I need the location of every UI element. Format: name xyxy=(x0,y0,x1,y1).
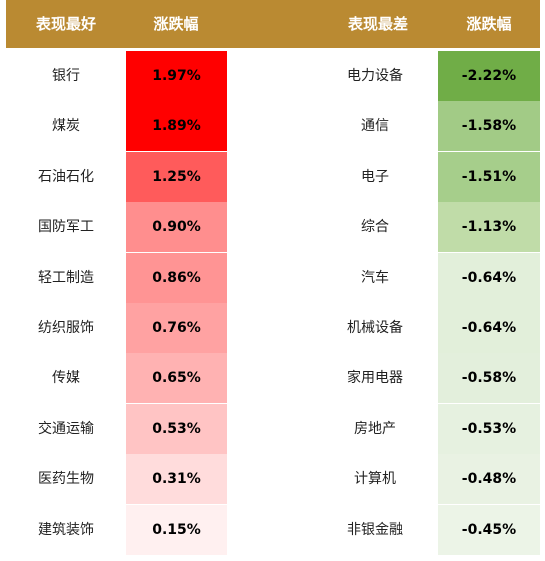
best-industry-name: 传媒 xyxy=(52,370,80,387)
best-name-header: 表现最好 xyxy=(35,15,96,33)
worst-industry-name: 计算机 xyxy=(354,471,396,488)
best-industry-name: 国防军工 xyxy=(38,219,94,236)
table-row: 纺织服饰 0.76% 机械设备 -0.64% xyxy=(0,303,545,353)
worst-name-header: 表现最差 xyxy=(347,15,408,33)
worst-industry-name: 通信 xyxy=(361,118,389,135)
best-change-header: 涨跌幅 xyxy=(153,15,199,33)
best-change-cell: 0.15% xyxy=(126,504,227,555)
table-header: 表现最好 涨跌幅 表现最差 涨跌幅 xyxy=(6,0,540,48)
worst-industry-name: 电力设备 xyxy=(347,68,403,84)
best-change-cell: 0.86% xyxy=(126,252,227,303)
worst-change-cell: -0.64% xyxy=(438,252,540,303)
worst-industry-name: 汽车 xyxy=(361,269,389,286)
best-industry-name: 交通运输 xyxy=(38,420,94,437)
best-industry-name: 银行 xyxy=(52,68,80,84)
table-row: 建筑装饰 0.15% 非银金融 -0.45% xyxy=(0,504,545,555)
table-row: 交通运输 0.53% 房地产 -0.53% xyxy=(0,403,545,454)
worst-change-cell: -1.58% xyxy=(438,101,540,152)
best-industry-name: 煤炭 xyxy=(52,118,80,135)
worst-industry-name: 机械设备 xyxy=(347,320,403,336)
best-change-cell: 1.25% xyxy=(126,151,227,202)
worst-change-cell: -1.51% xyxy=(438,151,540,202)
worst-industry-name: 非银金融 xyxy=(347,521,403,538)
worst-change-cell: -0.53% xyxy=(438,403,540,454)
worst-change-cell: -2.22% xyxy=(438,51,540,101)
best-change-cell: 0.31% xyxy=(126,454,227,505)
worst-change-header: 涨跌幅 xyxy=(466,15,512,33)
worst-change-cell: -0.45% xyxy=(438,504,540,555)
worst-change-cell: -1.13% xyxy=(438,202,540,253)
worst-change-cell: -0.48% xyxy=(438,454,540,505)
table-row: 银行 1.97% 电力设备 -2.22% xyxy=(0,51,545,101)
best-industry-name: 石油石化 xyxy=(38,168,94,185)
worst-change-cell: -0.58% xyxy=(438,353,540,404)
best-change-cell: 0.90% xyxy=(126,202,227,253)
table-row: 煤炭 1.89% 通信 -1.58% xyxy=(0,101,545,152)
best-industry-name: 轻工制造 xyxy=(38,269,94,286)
table-row: 医药生物 0.31% 计算机 -0.48% xyxy=(0,454,545,505)
worst-change-cell: -0.64% xyxy=(438,303,540,353)
best-change-cell: 1.89% xyxy=(126,101,227,152)
table-row: 传媒 0.65% 家用电器 -0.58% xyxy=(0,353,545,404)
table-row: 轻工制造 0.86% 汽车 -0.64% xyxy=(0,252,545,303)
best-industry-name: 医药生物 xyxy=(38,471,94,488)
best-change-cell: 0.65% xyxy=(126,353,227,404)
table-row: 国防军工 0.90% 综合 -1.13% xyxy=(0,202,545,253)
best-industry-name: 纺织服饰 xyxy=(38,320,94,336)
best-change-cell: 0.76% xyxy=(126,303,227,353)
best-change-cell: 1.97% xyxy=(126,51,227,101)
worst-industry-name: 电子 xyxy=(361,168,389,185)
worst-industry-name: 家用电器 xyxy=(347,370,403,387)
best-change-cell: 0.53% xyxy=(126,403,227,454)
table-row: 石油石化 1.25% 电子 -1.51% xyxy=(0,151,545,202)
worst-industry-name: 综合 xyxy=(361,219,389,236)
worst-industry-name: 房地产 xyxy=(354,420,396,437)
best-industry-name: 建筑装饰 xyxy=(38,521,94,538)
